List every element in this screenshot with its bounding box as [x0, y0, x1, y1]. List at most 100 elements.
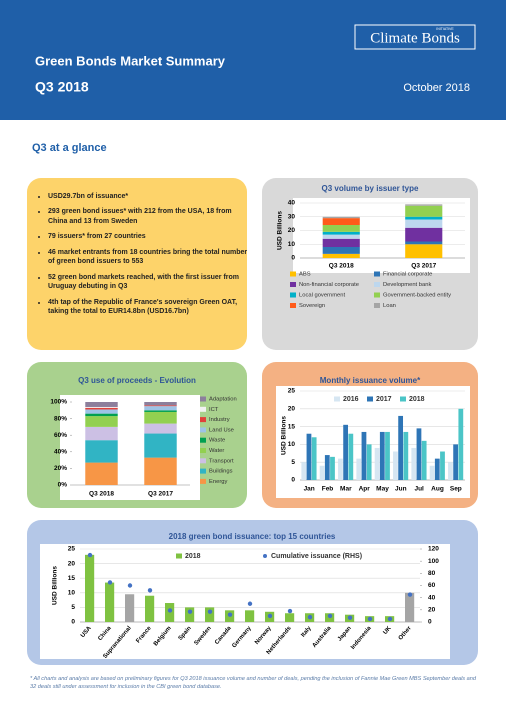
legend-swatch — [290, 271, 296, 277]
legend-swatch — [290, 292, 296, 298]
marker — [227, 612, 233, 617]
bar — [398, 415, 404, 480]
legend-swatch — [374, 303, 380, 308]
bar — [185, 607, 195, 622]
marker — [407, 592, 413, 597]
bar-segment — [405, 205, 443, 217]
y-tick-label: 30 — [288, 213, 296, 220]
bar-segment — [322, 234, 360, 239]
bar-segment — [144, 433, 177, 458]
y-axis-label: USD Billions — [52, 566, 59, 605]
y-tick-label: 20 — [288, 227, 296, 234]
bar — [356, 458, 362, 480]
bar-segment — [85, 402, 118, 407]
x-tick-label: Jan — [304, 486, 315, 493]
bar — [374, 447, 380, 480]
bar — [348, 433, 354, 480]
plot-bg — [60, 395, 200, 500]
y-tick-label: 20% — [54, 465, 67, 472]
bar — [385, 431, 390, 480]
bar-segment — [144, 423, 177, 434]
bar-segment — [405, 244, 443, 258]
legend-label: 2018 — [409, 396, 425, 403]
legend-swatch — [200, 478, 206, 484]
logo: Climate Bonds — [370, 30, 460, 46]
bar — [338, 458, 343, 480]
bar — [434, 458, 440, 480]
bar-segment — [85, 440, 118, 463]
bar — [416, 428, 422, 480]
bar-segment — [144, 411, 177, 424]
legend-swatch — [200, 437, 206, 443]
legend-label: Non-financial corporate — [299, 282, 359, 288]
y-tick-label: 0 — [71, 619, 75, 626]
bar-segment — [322, 247, 360, 254]
bar — [403, 431, 409, 480]
logo-sub: INITIATIVE — [436, 27, 454, 31]
bar — [85, 554, 95, 622]
y2-tick-label: 60 — [428, 582, 436, 589]
legend-swatch — [200, 406, 206, 412]
bar — [448, 462, 453, 480]
bar-segment — [85, 409, 118, 414]
y-tick-label: 0 — [291, 255, 295, 262]
x-tick-label: Sep — [450, 486, 462, 493]
bar — [306, 433, 312, 480]
legend-label: ICT — [209, 407, 219, 413]
bar — [145, 595, 155, 622]
highlight: 293 green bond issues* with 212 from the… — [48, 207, 252, 226]
y-tick-label: 100% — [50, 399, 67, 406]
bar — [366, 444, 372, 480]
bar-segment — [144, 402, 177, 406]
highlight: 79 issuers* from 27 countries — [48, 232, 252, 241]
bar — [245, 610, 255, 622]
marker — [267, 613, 273, 619]
plot-bg — [293, 198, 470, 273]
legend-label: Waste — [209, 438, 225, 444]
bar — [405, 592, 415, 622]
bar-segment — [144, 410, 177, 412]
legend-label: Local government — [299, 293, 345, 299]
legend-swatch — [374, 282, 380, 287]
legend-swatch — [176, 553, 182, 559]
marker — [187, 609, 193, 614]
legend-swatch — [263, 554, 267, 558]
bar — [311, 437, 317, 480]
bar-segment — [322, 216, 360, 219]
y2-tick-label: 0 — [428, 619, 432, 626]
bar — [458, 408, 464, 480]
bar-segment — [144, 406, 177, 411]
x-tick-label: May — [376, 486, 389, 493]
marker — [367, 616, 373, 622]
x-tick-label: Q3 2017 — [148, 491, 173, 498]
legend-label: 2017 — [376, 396, 392, 403]
logo-box — [354, 24, 476, 50]
highlight: 4th tap of the Republic of France's sove… — [48, 298, 252, 317]
bar-segment — [322, 253, 360, 258]
chart-title: Q3 use of proceeds - Evolution — [78, 376, 196, 385]
bar — [429, 465, 435, 480]
bar — [301, 462, 307, 480]
y-tick-label: 40% — [54, 449, 67, 456]
legend-label: Energy — [209, 479, 227, 485]
legend-swatch — [200, 468, 206, 474]
y-tick-label: 60% — [54, 432, 67, 439]
legend-swatch — [200, 427, 206, 433]
legend-swatch — [290, 282, 296, 287]
legend-swatch — [200, 448, 206, 453]
y-tick-label: 5 — [71, 604, 75, 611]
legend-swatch — [200, 396, 206, 402]
y2-tick-label: 100 — [428, 558, 439, 565]
y-tick-label: 25 — [68, 546, 76, 553]
bar — [285, 613, 295, 622]
plot-bg — [276, 386, 470, 498]
bar-segment — [85, 426, 118, 441]
x-tick-label: Q3 2018 — [329, 263, 354, 270]
legend-label: ABS — [299, 272, 311, 278]
legend-swatch — [374, 292, 380, 298]
bar — [105, 582, 115, 622]
bar-segment — [85, 406, 118, 408]
x-tick-label: Jul — [414, 486, 424, 493]
